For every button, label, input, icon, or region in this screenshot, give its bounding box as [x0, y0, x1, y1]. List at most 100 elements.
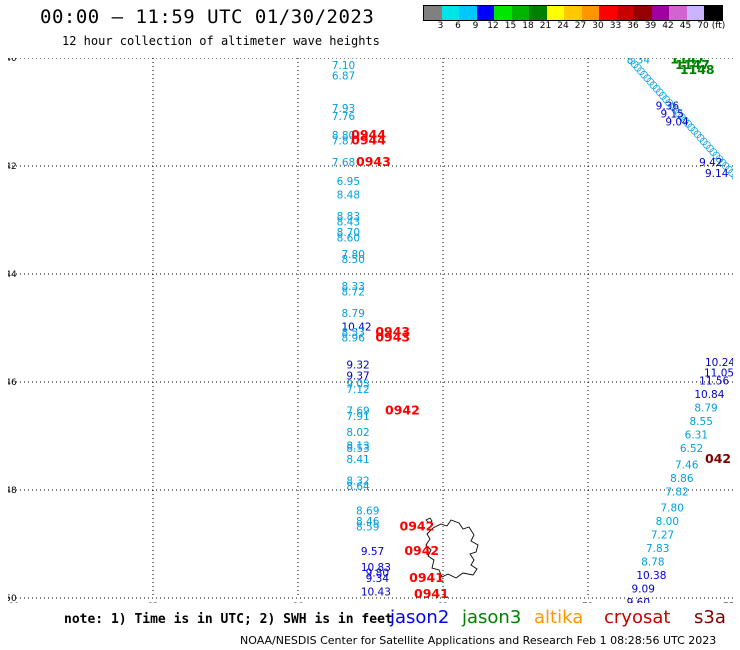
wave-height-value: 8.13	[346, 441, 369, 453]
legend-swatch	[564, 6, 582, 20]
wave-height-value: 8.50	[342, 254, 365, 266]
legend-tick: 21	[539, 21, 552, 31]
legend-tick: (ft)	[711, 21, 726, 31]
wave-height-value: 11.56	[699, 376, 729, 388]
legend-swatch	[494, 6, 512, 20]
pass-time-label: 0942	[385, 402, 420, 417]
legend-swatch	[529, 6, 547, 20]
wave-height-value: 8.83	[337, 211, 360, 223]
wave-height-value: 8.60	[337, 233, 360, 245]
pass-time-label: 1147	[675, 58, 710, 72]
satellite-name-altika: altika	[534, 607, 584, 628]
legend-swatch	[669, 6, 687, 20]
legend-tick: 45	[679, 21, 692, 31]
wave-height-value: 11.05	[704, 368, 733, 380]
wave-height-value: 9.34	[366, 573, 390, 585]
kerguelen-island-outline	[425, 519, 479, 579]
wave-height-value: 8.69	[356, 505, 379, 517]
legend-tick: 33	[609, 21, 622, 31]
lon-axis-label: 63	[147, 602, 158, 603]
satellite-name-jason2: jason2	[390, 607, 450, 628]
wave-height-value: 8.43	[337, 216, 360, 228]
pass-time-label: 1148	[680, 62, 715, 77]
legend-tick: 9	[472, 21, 479, 31]
track-marker	[731, 173, 733, 180]
lat-axis-label: -46	[8, 378, 17, 388]
wave-height-value: 8.32	[346, 476, 369, 488]
wave-height-value: 10.38	[636, 570, 666, 582]
pass-time-label: 0942	[404, 543, 439, 558]
map-title: 00:00 – 11:59 UTC 01/30/2023	[40, 6, 375, 28]
pass-time-label: 042	[705, 451, 731, 466]
wave-height-value: 8.00	[656, 516, 679, 528]
wave-height-value: 8.79	[694, 403, 717, 415]
wave-height-value: 8.72	[342, 287, 365, 299]
wave-height-value: 9.04	[665, 117, 689, 129]
legend-tick: 39	[644, 21, 657, 31]
pass-time-label: 0941	[409, 570, 444, 585]
wave-height-value: 10.43	[361, 586, 391, 598]
wave-height-value: 10.24	[705, 357, 733, 369]
wave-height-value: 8.48	[337, 189, 360, 201]
legend-swatch	[599, 6, 617, 20]
credit-line: NOAA/NESDIS Center for Satellite Applica…	[240, 634, 717, 647]
satellite-name-jason3: jason3	[462, 607, 522, 628]
wave-height-value: 9.05	[346, 378, 369, 390]
wave-height-value: 8.59	[356, 522, 379, 534]
lat-axis-label: -42	[8, 162, 17, 172]
legend-tick: 27	[574, 21, 587, 31]
pass-time-label: 0943	[356, 154, 391, 169]
wave-height-value: 8.96	[342, 333, 366, 345]
lon-axis-label: 60	[8, 602, 20, 603]
satellite-name-cryosat: cryosat	[604, 607, 671, 628]
lon-axis-label: 69	[437, 602, 449, 603]
legend-tick: 24	[557, 21, 569, 31]
wave-height-value: 8.55	[690, 416, 713, 428]
pass-time-label: 0943	[375, 324, 410, 339]
legend-tick: 12	[487, 21, 499, 31]
wave-height-value: 7.10	[332, 60, 355, 72]
wave-height-value: 6.87	[332, 71, 355, 83]
altimeter-map: -40 -42 -44 -46 -48 -5060 63 66 69 72 75 7.106.87 7.…	[8, 58, 733, 603]
wave-height-value: 8.86	[670, 473, 694, 485]
wave-height-value: 8.53	[342, 327, 365, 339]
wave-height-value: 9.80	[366, 567, 389, 579]
wave-height-value: 7.80	[342, 249, 365, 261]
footer-note: note: 1) Time is in UTC; 2) SWH is in fe…	[64, 612, 393, 627]
legend-tick: 70	[697, 21, 709, 31]
legend-swatch	[459, 6, 477, 20]
wave-height-value: 8.33	[342, 281, 365, 293]
legend-tick: 30	[592, 21, 604, 31]
wave-height-value: 8.02	[346, 427, 369, 439]
wave-height-value: 7.80	[661, 503, 684, 515]
wave-height-value: 6.95	[337, 176, 360, 188]
wave-height-value: 7.68	[332, 157, 355, 169]
wave-height-value: 9.57	[361, 546, 384, 558]
wave-height-value: 7.12	[346, 384, 369, 396]
wave-height-value: 9.14	[705, 168, 729, 180]
legend-swatch	[686, 6, 704, 20]
legend-swatch	[511, 6, 529, 20]
wave-height-value: 9.60	[627, 597, 650, 603]
wave-height-value: 7.46	[675, 459, 699, 471]
wave-height-value: 7.27	[651, 530, 674, 542]
legend-tick: 36	[627, 21, 639, 31]
lon-axis-label: 72	[582, 602, 593, 603]
legend-tick: 3	[437, 21, 444, 31]
wave-height-value: 7.91	[346, 411, 369, 423]
lat-axis-label: -40	[8, 58, 17, 64]
wave-height-value: 6.52	[680, 443, 703, 455]
wave-height-value: 7.76	[332, 111, 356, 123]
wave-height-color-legend	[423, 5, 723, 21]
legend-swatch	[634, 6, 652, 20]
lon-axis-label: 75	[723, 602, 733, 603]
legend-tick: 15	[504, 21, 517, 31]
map-subtitle: 12 hour collection of altimeter wave hei…	[62, 34, 380, 48]
wave-height-value: 8.70	[337, 227, 360, 239]
pass-time-label: 0942	[400, 519, 435, 534]
wave-height-value: 7.83	[646, 543, 669, 555]
legend-swatch	[616, 6, 634, 20]
lat-axis-label: -48	[8, 486, 17, 496]
wave-height-value: 7.69	[346, 405, 369, 417]
wave-height-value: 8.34	[627, 58, 651, 66]
